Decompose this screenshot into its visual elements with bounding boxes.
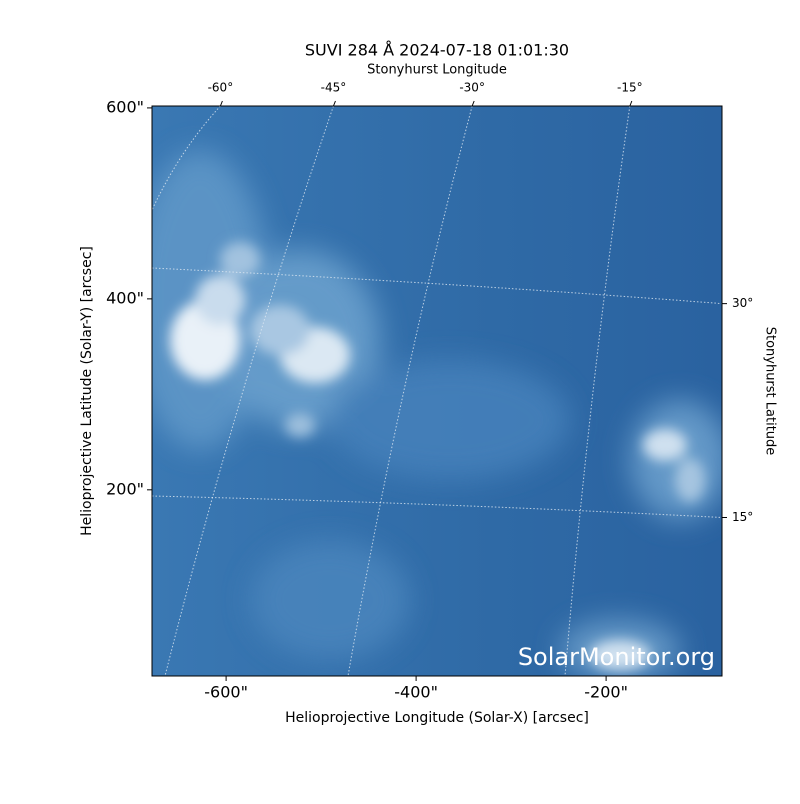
x2-tick (219, 100, 223, 107)
y-axis-label: Helioprojective Latitude (Solar-Y) [arcs… (79, 246, 95, 536)
x-tick-label: -400" (394, 683, 438, 702)
y-tick-label: 400" (106, 288, 144, 307)
x-tick-label: -600" (204, 683, 248, 702)
lon-grid-line (164, 106, 334, 676)
solar-image (152, 106, 722, 676)
lon-grid-line (347, 106, 473, 676)
x2-tick (471, 100, 475, 107)
x2-tick (332, 100, 336, 107)
lat-grid-line (152, 495, 722, 519)
y2-axis-label: Stonyhurst Latitude (763, 327, 778, 456)
plot-frame (151, 105, 723, 677)
watermark: SolarMonitor.org (518, 643, 715, 671)
lon-grid-line (564, 106, 631, 676)
chart-title: SUVI 284 Å 2024-07-18 01:01:30 (305, 41, 569, 60)
y2-tick-label: 30° (732, 296, 753, 310)
x2-tick-label: -60° (208, 81, 234, 95)
y-tick-label: 600" (106, 97, 144, 116)
x2-axis-label: Stonyhurst Longitude (367, 63, 507, 78)
x2-tick-label: -45° (321, 81, 347, 95)
x2-tick-label: -15° (617, 81, 643, 95)
x2-tick (629, 100, 633, 107)
x2-tick-label: -30° (459, 81, 485, 95)
lon-grid-line (152, 106, 221, 211)
y2-tick-label: 15° (732, 510, 753, 524)
x-axis-label: Helioprojective Longitude (Solar-X) [arc… (285, 710, 589, 726)
y-tick-label: 200" (106, 479, 144, 498)
x-tick-label: -200" (584, 683, 628, 702)
